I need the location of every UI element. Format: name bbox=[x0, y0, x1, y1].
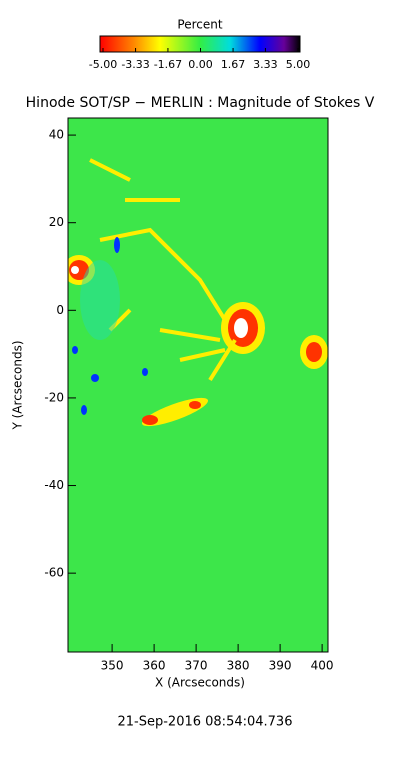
x-axis-label: X (Arcseconds) bbox=[155, 676, 245, 690]
y-tick-label: -40 bbox=[44, 478, 64, 492]
colorbar-tick-label: 5.00 bbox=[286, 58, 311, 71]
x-tick-label: 400 bbox=[311, 659, 334, 673]
y-tick-label: 40 bbox=[49, 128, 64, 142]
features bbox=[68, 158, 328, 427]
feature bbox=[234, 318, 248, 338]
x-tick-label: 370 bbox=[185, 659, 208, 673]
feature bbox=[89, 158, 237, 382]
colorbar-tick-label: 0.00 bbox=[188, 58, 213, 71]
date: 21-Sep-2016 08:54:04.736 bbox=[118, 715, 293, 730]
feature bbox=[306, 342, 322, 362]
colorbar-tick-label: -1.67 bbox=[154, 58, 182, 71]
feature bbox=[142, 415, 158, 425]
colorbar-tick-label: 3.33 bbox=[253, 58, 278, 71]
x-tick-label: 350 bbox=[101, 659, 124, 673]
y-tick-label: 20 bbox=[49, 215, 64, 229]
heatmap-background bbox=[68, 118, 328, 652]
feature bbox=[114, 237, 120, 253]
feature bbox=[71, 266, 79, 274]
feature bbox=[81, 405, 87, 415]
feature bbox=[189, 401, 201, 409]
x-tick-label: 380 bbox=[227, 659, 250, 673]
colorbar-tick-label: 1.67 bbox=[221, 58, 246, 71]
feature bbox=[142, 368, 148, 376]
chart-title: Hinode SOT/SP − MERLIN : Magnitude of St… bbox=[26, 95, 375, 111]
plot-frame bbox=[67, 117, 329, 653]
y-axis-label: Y (Arcseconds) bbox=[11, 340, 25, 430]
colorbar-tick-label: -3.33 bbox=[121, 58, 149, 71]
y-tick-label: -20 bbox=[44, 390, 64, 404]
colorbar-tick-label: -5.00 bbox=[89, 58, 117, 71]
heatmap bbox=[68, 118, 328, 652]
colorbar-title: Percent bbox=[177, 18, 222, 32]
y-tick-label: 0 bbox=[56, 303, 64, 317]
x-tick-label: 390 bbox=[269, 659, 292, 673]
feature bbox=[72, 346, 78, 354]
feature bbox=[80, 260, 120, 340]
y-tick-label: -60 bbox=[44, 566, 64, 580]
feature bbox=[91, 374, 99, 382]
x-tick-label: 360 bbox=[143, 659, 166, 673]
